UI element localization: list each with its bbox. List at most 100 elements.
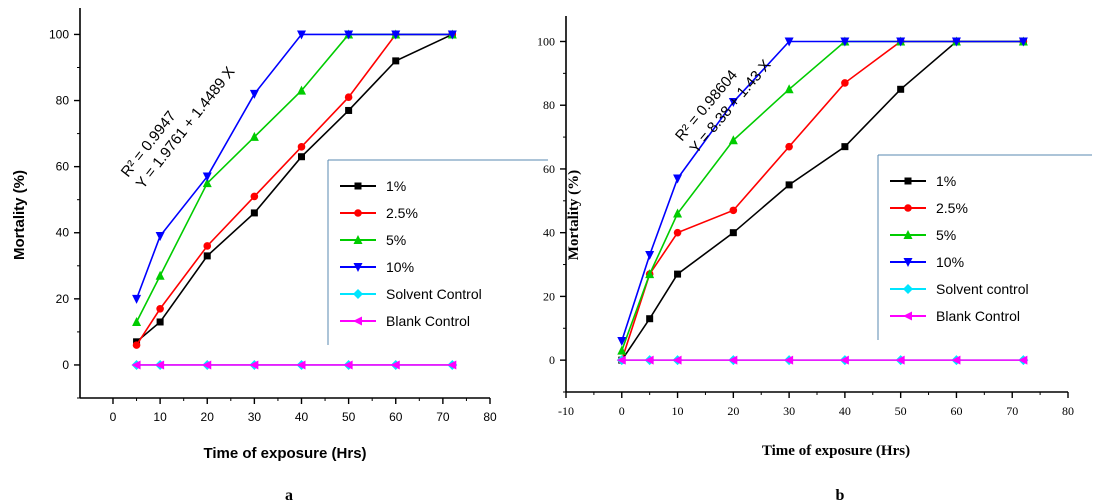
y-tick-label: 100	[49, 27, 69, 41]
x-tick-label: 60	[950, 404, 962, 418]
data-point	[729, 206, 738, 215]
y-axis-label: Mortality (%)	[566, 170, 582, 260]
series-5	[131, 360, 457, 370]
legend-entry: 10%	[386, 259, 414, 275]
data-point	[784, 84, 794, 94]
legend-marker	[353, 289, 363, 299]
x-tick-label: 10	[153, 410, 167, 424]
series-3	[617, 37, 1028, 347]
data-point	[202, 360, 212, 370]
legend-marker	[353, 263, 363, 272]
data-point	[447, 360, 457, 370]
legend: 1% 2.5% 5% 10% Solvent control Blank Control	[877, 154, 1092, 340]
legend-marker	[903, 284, 913, 294]
legend-background	[328, 160, 548, 345]
x-tick-label: 10	[672, 404, 684, 418]
legend-entry: Blank Control	[386, 313, 470, 329]
data-point	[156, 304, 164, 313]
y-tick-label: 80	[56, 94, 70, 108]
data-point	[250, 209, 258, 217]
legend-entry: 2.5%	[386, 205, 418, 221]
data-point	[617, 345, 627, 355]
data-point	[785, 142, 793, 151]
data-point	[155, 270, 165, 280]
data-point	[132, 316, 142, 326]
data-point	[1018, 355, 1028, 365]
chart-panel-b: 0 20 40 60 80 100 -10 0 10 20 30 40 50 60 70 80 Mortalit…	[537, 16, 1092, 502]
x-axis-label: Time of exposure (Hrs)	[762, 443, 910, 459]
y-tick-label: 20	[56, 292, 70, 306]
data-point	[343, 360, 353, 370]
legend-entry: 2.5%	[936, 200, 968, 216]
legend-marker	[354, 209, 362, 217]
x-tick-label: 70	[1006, 404, 1018, 418]
legend-entry: 10%	[936, 254, 964, 270]
data-point	[840, 37, 850, 47]
x-axis-label: Time of exposure (Hrs)	[203, 445, 366, 462]
x-tick-label: 20	[201, 410, 215, 424]
y-tick-label: 0	[549, 353, 555, 367]
data-point	[673, 208, 683, 218]
annotation-line: Y = 1.9761 + 1.4489 X	[133, 64, 239, 193]
series-line	[135, 33, 453, 346]
data-point	[728, 355, 738, 365]
data-point	[784, 37, 794, 47]
data-point	[249, 89, 259, 99]
data-point	[673, 174, 683, 184]
data-point	[156, 318, 164, 326]
legend-entry: Solvent Control	[386, 286, 482, 302]
data-point	[297, 153, 305, 161]
data-point	[784, 355, 794, 365]
data-point	[203, 252, 211, 260]
data-point	[155, 232, 165, 242]
y-tick-label: 60	[56, 160, 70, 174]
legend-marker	[903, 258, 913, 267]
data-point	[896, 37, 906, 47]
data-point	[392, 57, 400, 65]
legend-marker	[904, 177, 912, 185]
series-5	[616, 355, 1028, 365]
legend-entry: 1%	[386, 178, 406, 194]
data-point	[296, 30, 306, 40]
data-point	[345, 106, 353, 114]
data-point	[951, 355, 961, 365]
x-tick-label: -10	[558, 404, 574, 418]
data-point	[344, 30, 354, 40]
data-point	[155, 360, 165, 370]
legend-marker	[353, 316, 362, 326]
data-point	[202, 172, 212, 182]
y-tick-label: 20	[543, 289, 555, 303]
data-point	[249, 131, 259, 141]
data-point	[250, 192, 259, 201]
data-point	[839, 355, 849, 365]
x-tick-label: 50	[342, 410, 356, 424]
legend-marker	[353, 235, 363, 244]
legend-marker	[903, 311, 912, 321]
data-point	[673, 228, 682, 237]
data-point	[1018, 37, 1028, 47]
data-point	[296, 360, 306, 370]
data-point	[951, 37, 961, 47]
data-point	[249, 360, 259, 370]
x-tick-label: 60	[389, 410, 403, 424]
legend-entry: Blank Control	[936, 308, 1020, 324]
data-point	[202, 178, 212, 188]
x-tick-label: 40	[839, 404, 851, 418]
x-tick-label: 30	[783, 404, 795, 418]
panel-label: b	[836, 487, 845, 502]
x-tick-label: 80	[1062, 404, 1074, 418]
data-point	[645, 269, 655, 279]
data-point	[391, 30, 401, 40]
data-point	[674, 270, 682, 278]
panel-label: a	[285, 487, 293, 502]
x-tick-label: 40	[295, 410, 309, 424]
y-tick-label: 100	[537, 34, 555, 48]
data-point	[344, 93, 353, 102]
y-tick-label: 40	[56, 226, 70, 240]
data-point	[132, 341, 141, 349]
data-point	[390, 360, 400, 370]
data-point	[895, 355, 905, 365]
data-point	[131, 360, 141, 370]
y-tick-label: 80	[543, 98, 555, 112]
